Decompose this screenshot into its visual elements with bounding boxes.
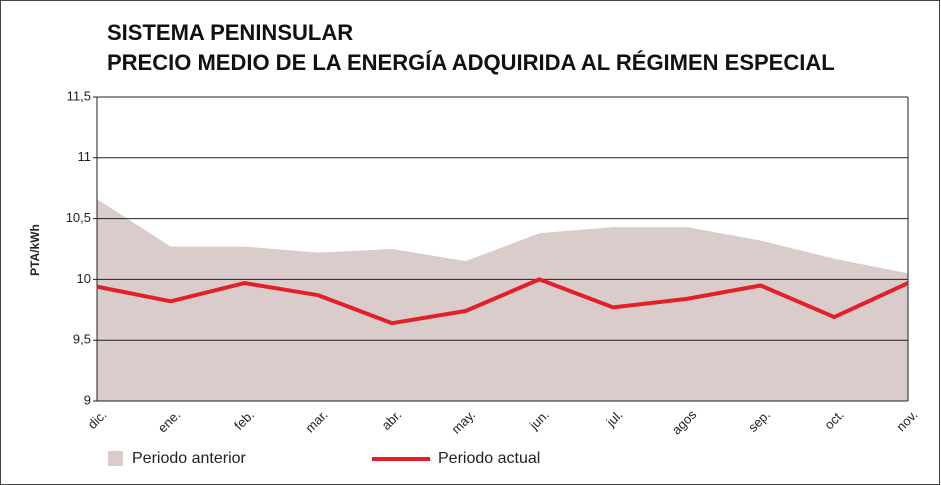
area (97, 199, 908, 401)
y-tick-label: 9,5 (73, 332, 91, 347)
line (96, 277, 909, 326)
y-tick-label: 9 (84, 392, 91, 407)
y-tick-label: 11 (78, 149, 92, 164)
y-tick-label: 10 (77, 271, 91, 286)
legend-label: Periodo anterior (132, 450, 247, 467)
chart-title: PRECIO MEDIO DE LA ENERGÍA ADQUIRIDA AL … (107, 50, 835, 75)
y-tick-label: 10,5 (66, 210, 91, 225)
y-tick-label: 11,5 (67, 88, 91, 103)
chart-title: SISTEMA PENINSULAR (107, 20, 353, 45)
y-axis-label: PTA/kWh (28, 224, 42, 276)
legend-label: Periodo actual (438, 450, 540, 467)
legend-swatch (108, 451, 123, 466)
